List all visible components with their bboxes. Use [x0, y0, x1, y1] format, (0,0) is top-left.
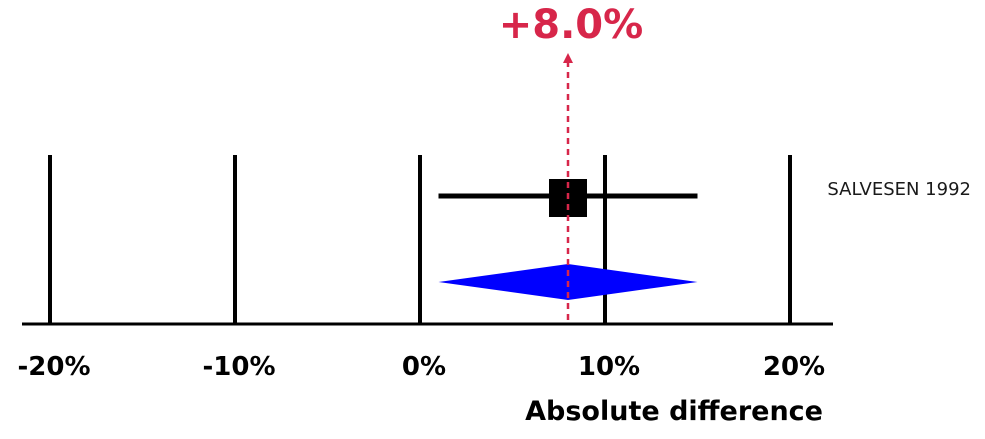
reference-value-label: +8.0%: [499, 2, 643, 48]
study-rows: SALVESEN 1992: [438, 179, 971, 217]
study-name: SALVESEN 1992: [827, 179, 971, 200]
x-tick-label: -20%: [17, 352, 90, 382]
x-tick-label: -10%: [202, 352, 275, 382]
reference-arrowhead: [563, 53, 573, 63]
x-tick-label: 10%: [578, 352, 640, 382]
grid-lines: [48, 155, 792, 324]
tick-labels: -20% -10% 0% 10% 20%: [17, 352, 825, 382]
x-tick-label: 0%: [402, 352, 446, 382]
x-tick-label: 20%: [763, 352, 825, 382]
x-axis-title: Absolute difference: [525, 396, 823, 427]
